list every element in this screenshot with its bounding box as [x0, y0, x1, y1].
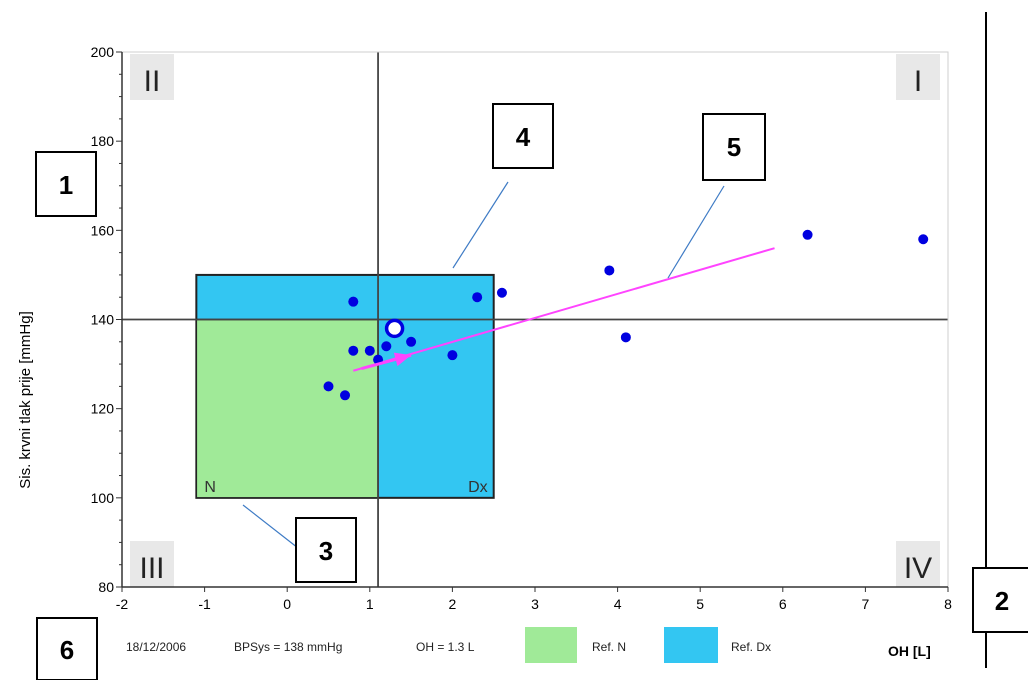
x-axis-title: OH [L] [888, 643, 931, 659]
callout-6: 6 [36, 617, 98, 680]
quadrant-label-iv-bg [896, 541, 940, 587]
data-point [918, 234, 929, 245]
y-axis-title: Sis. krvni tlak prije [mmHg] [17, 311, 34, 489]
svg-text:6: 6 [60, 635, 74, 665]
callout-5-leader [667, 185, 725, 279]
data-point [323, 381, 334, 392]
x-tick-label: 7 [862, 596, 870, 612]
x-tick-label: -1 [198, 596, 211, 612]
quadrant-label-iii: III [139, 552, 164, 585]
ref-dx-label: Ref. Dx [731, 640, 771, 654]
callout-3: 3 [295, 517, 357, 583]
quadrant-label-ii-bg [130, 54, 174, 100]
quadrant-label-iii-bg [130, 541, 174, 587]
x-tick-label: 3 [531, 596, 539, 612]
data-point [381, 341, 392, 352]
callout-5: 5 [702, 113, 766, 181]
y-tick-label: 180 [91, 133, 115, 149]
x-tick-label: -2 [116, 596, 129, 612]
data-point [364, 345, 375, 356]
x-tick-label: 4 [614, 596, 622, 612]
y-tick-label: 100 [91, 490, 115, 506]
region-dx-label: Dx [468, 479, 488, 496]
quadrant-label-i-bg [896, 54, 940, 100]
x-tick-label: 1 [366, 596, 374, 612]
ref-n-label: Ref. N [592, 640, 626, 654]
data-point [406, 336, 417, 347]
footer-date: 18/12/2006 [126, 640, 186, 654]
callout-3-leader [242, 504, 299, 549]
data-point [604, 265, 615, 276]
callout-2: 2 [972, 567, 1028, 633]
x-tick-label: 8 [944, 596, 952, 612]
y-tick-label: 80 [98, 579, 114, 595]
data-point [496, 287, 507, 298]
footer-legend: 18/12/2006 BPSys = 138 mmHg OH = 1.3 L R… [126, 627, 771, 663]
quadrant-label-iv: IV [904, 552, 932, 585]
y-tick-label: 200 [91, 44, 115, 60]
region-n [195, 318, 379, 499]
trend-line [353, 247, 775, 372]
y-tick-label: 160 [91, 222, 115, 238]
x-tick-label: 6 [779, 596, 787, 612]
footer-oh: OH = 1.3 L [416, 640, 475, 654]
data-point [620, 332, 631, 343]
x-tick-label: 2 [449, 596, 457, 612]
svg-text:1: 1 [59, 170, 73, 200]
footer-bps: BPSys = 138 mmHg [234, 640, 342, 654]
data-point [447, 350, 458, 361]
x-tick-label: 5 [696, 596, 704, 612]
trend-arrow-head [393, 352, 412, 367]
svg-text:5: 5 [727, 132, 741, 162]
svg-text:4: 4 [516, 122, 531, 152]
svg-text:3: 3 [319, 536, 333, 566]
data-point [802, 229, 813, 240]
y-tick-label: 120 [91, 401, 115, 417]
y-tick-label: 140 [91, 312, 115, 328]
ref-n-swatch [525, 627, 577, 663]
callout-1: 1 [35, 151, 97, 217]
x-tick-label: 0 [283, 596, 291, 612]
ref-dx-swatch [664, 627, 718, 663]
callout-4-leader [452, 181, 509, 269]
quadrant-label-i: I [914, 65, 922, 98]
svg-text:2: 2 [995, 586, 1009, 616]
data-point [348, 296, 359, 307]
callout-4: 4 [492, 103, 554, 169]
data-point [348, 345, 359, 356]
data-point [472, 292, 483, 303]
region-n-label: N [204, 479, 216, 496]
quadrant-label-ii: II [144, 65, 161, 98]
current-measurement-point [384, 318, 405, 339]
data-point [340, 390, 351, 401]
